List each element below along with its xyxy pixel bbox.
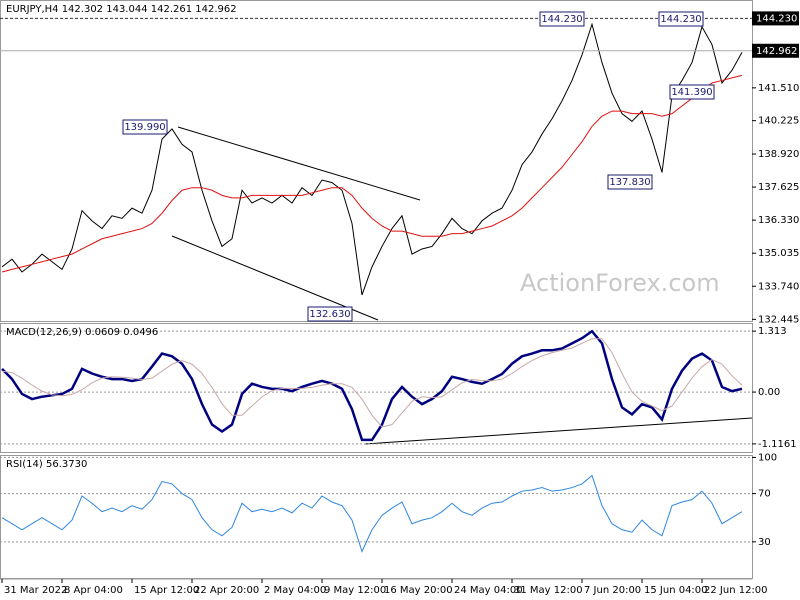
- y-tick-label: 138.920: [758, 149, 799, 160]
- price-label: 144.230: [756, 13, 797, 24]
- annotation: 137.830: [609, 177, 650, 188]
- y-tick-label: 135.035: [758, 248, 799, 259]
- x-tick-label: 22 Apr 20:00: [194, 585, 259, 596]
- annotation-box: [307, 306, 353, 322]
- x-tick-label: 15 Apr 12:00: [134, 585, 199, 596]
- x-tick-label: 22 Jun 12:00: [704, 585, 768, 596]
- annotation: 132.630: [309, 309, 350, 320]
- panel-title: EURJPY,H4 142.302 143.044 142.261 142.96…: [6, 4, 237, 15]
- y-tick-label: 30: [758, 537, 771, 548]
- x-tick-label: 9 May 12:00: [324, 585, 386, 596]
- macd-trend-line: [364, 417, 753, 445]
- x-tick-label: 16 May 20:00: [384, 585, 453, 596]
- price-box: [752, 43, 799, 58]
- annotation-box: [669, 84, 715, 100]
- annotation-box: [122, 119, 168, 135]
- panel-border: [0, 0, 753, 322]
- series-line: [1, 22, 743, 296]
- price-label: 142.962: [756, 46, 797, 57]
- panel-title: RSI(14) 56.3730: [6, 459, 87, 470]
- x-tick-label: 31 May 12:00: [514, 585, 583, 596]
- panel-border: [0, 323, 753, 453]
- y-tick-label: 0.00: [758, 387, 780, 398]
- y-tick-label: 141.510: [758, 83, 799, 94]
- y-tick-label: 140.225: [758, 116, 799, 127]
- annotation-box: [658, 11, 704, 27]
- annotation: 141.390: [671, 87, 712, 98]
- x-tick-label: 31 Mar 2022: [4, 585, 67, 596]
- x-tick-label: 24 May 04:00: [454, 585, 523, 596]
- series-line: [1, 329, 743, 442]
- x-tick-label: 7 Jun 20:00: [584, 585, 641, 596]
- price-box: [752, 11, 799, 26]
- x-tick-label: 2 May 04:00: [264, 585, 326, 596]
- series-line: [1, 74, 743, 273]
- annotation: 139.990: [124, 122, 165, 133]
- watermark: ActionForex.com: [520, 269, 720, 297]
- channel-line: [171, 235, 379, 321]
- x-tick-label: 8 Apr 04:00: [64, 585, 123, 596]
- panel-title: MACD(12,26,9) 0.0609 0.0496: [6, 327, 158, 338]
- y-tick-label: -1.1161: [758, 439, 797, 450]
- series-line: [1, 474, 743, 553]
- x-tick-label: 15 Jun 04:00: [644, 585, 708, 596]
- y-tick-label: 132.445: [758, 314, 799, 325]
- y-tick-label: 70: [758, 489, 771, 500]
- y-tick-label: 100: [758, 452, 777, 463]
- annotation: 144.230: [660, 14, 701, 25]
- y-tick-label: 136.330: [758, 215, 799, 226]
- annotation-box: [607, 174, 653, 190]
- series-line: [1, 338, 743, 428]
- channel-line: [177, 126, 421, 201]
- annotation-box: [539, 11, 585, 27]
- annotation: 144.230: [541, 14, 582, 25]
- y-tick-label: 133.740: [758, 281, 799, 292]
- y-tick-label: 137.625: [758, 182, 799, 193]
- y-tick-label: 1.313: [758, 326, 787, 337]
